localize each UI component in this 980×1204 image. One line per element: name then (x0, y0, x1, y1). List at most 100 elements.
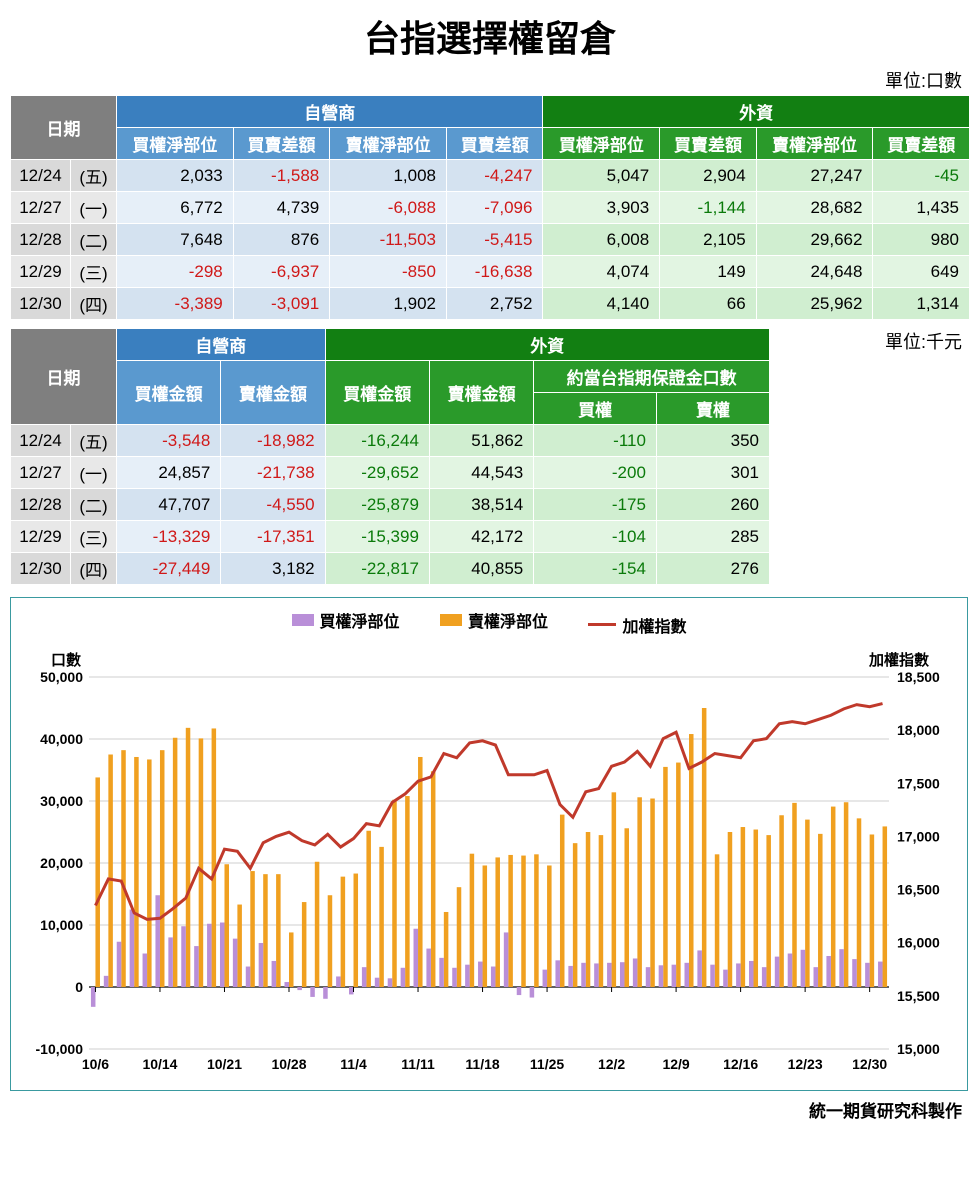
cell-date: 12/28 (11, 489, 71, 521)
svg-text:17,000: 17,000 (897, 828, 940, 844)
cell-day: (二) (71, 489, 117, 521)
cell-date: 12/24 (11, 425, 71, 457)
table-cell: -104 (534, 521, 657, 553)
table-cell: 276 (656, 553, 769, 585)
cell-day: (四) (71, 288, 117, 320)
table-cell: -298 (117, 256, 234, 288)
table-cell: -3,091 (233, 288, 329, 320)
table-cell: 3,182 (221, 553, 325, 585)
table-cell: 980 (873, 224, 970, 256)
table-row: 12/24 (五) 2,033-1,5881,008-4,247 5,0472,… (11, 160, 970, 192)
cell-date: 12/24 (11, 160, 71, 192)
table-cell: 149 (660, 256, 756, 288)
table-cell: -7,096 (446, 192, 542, 224)
table-cell: 25,962 (756, 288, 873, 320)
table-cell: -25,879 (325, 489, 429, 521)
svg-text:12/30: 12/30 (852, 1056, 887, 1072)
svg-text:15,000: 15,000 (897, 1041, 940, 1057)
cell-date: 12/30 (11, 288, 71, 320)
table-cell: -11,503 (330, 224, 447, 256)
table-cell: 4,140 (543, 288, 660, 320)
chart-container: 買權淨部位 賣權淨部位 加權指數 口數加權指數-10,000010,00020,… (10, 597, 968, 1091)
table-cell: 29,662 (756, 224, 873, 256)
th-dealer: 自營商 (117, 96, 543, 128)
table-cell: -175 (534, 489, 657, 521)
table-cell: -4,247 (446, 160, 542, 192)
th2-date: 日期 (11, 329, 117, 425)
table-cell: -13,329 (117, 521, 221, 553)
svg-text:11/11: 11/11 (401, 1056, 435, 1072)
table-cell: -1,144 (660, 192, 756, 224)
table-cell: -18,982 (221, 425, 325, 457)
table-cell: 3,903 (543, 192, 660, 224)
table-cell: 40,855 (429, 553, 533, 585)
table-cell: -3,389 (117, 288, 234, 320)
table-cell: 1,008 (330, 160, 447, 192)
table-cell: 44,543 (429, 457, 533, 489)
table-cell: 876 (233, 224, 329, 256)
chart-svg: 口數加權指數-10,000010,00020,00030,00040,00050… (19, 643, 959, 1083)
svg-text:加權指數: 加權指數 (868, 651, 929, 669)
table-cell: 260 (656, 489, 769, 521)
table-row: 12/30 (四) -27,4493,182 -22,81740,855-154… (11, 553, 770, 585)
svg-text:50,000: 50,000 (40, 669, 83, 685)
table-row: 12/27 (一) 24,857-21,738 -29,65244,543-20… (11, 457, 770, 489)
svg-text:11/25: 11/25 (530, 1056, 564, 1072)
svg-text:12/16: 12/16 (723, 1056, 758, 1072)
legend-item-put: 賣權淨部位 (440, 608, 548, 632)
th-d-callnet: 買權淨部位 (117, 128, 234, 160)
cell-date: 12/27 (11, 457, 71, 489)
legend-item-call: 買權淨部位 (292, 608, 400, 632)
cell-day: (一) (71, 192, 117, 224)
table-cell: 2,105 (660, 224, 756, 256)
table-cell: 28,682 (756, 192, 873, 224)
svg-text:10/14: 10/14 (142, 1056, 177, 1072)
th-d-putnet: 賣權淨部位 (330, 128, 447, 160)
table-cell: 66 (660, 288, 756, 320)
table-cell: -1,588 (233, 160, 329, 192)
svg-text:17,500: 17,500 (897, 775, 940, 791)
svg-text:15,500: 15,500 (897, 987, 940, 1003)
table-cell: 1,314 (873, 288, 970, 320)
cell-date: 12/27 (11, 192, 71, 224)
th2-f-call: 買權金額 (325, 361, 429, 425)
cell-day: (三) (71, 256, 117, 288)
table-cell: 4,739 (233, 192, 329, 224)
svg-text:0: 0 (75, 979, 83, 995)
th-foreign: 外資 (543, 96, 970, 128)
table-cell: -15,399 (325, 521, 429, 553)
table-cell: 6,772 (117, 192, 234, 224)
cell-day: (四) (71, 553, 117, 585)
legend-item-index: 加權指數 (588, 613, 686, 637)
table-cell: 24,648 (756, 256, 873, 288)
table-row: 12/28 (二) 7,648876-11,503-5,415 6,0082,1… (11, 224, 970, 256)
table-cell: 350 (656, 425, 769, 457)
th2-d-call: 買權金額 (117, 361, 221, 425)
cell-date: 12/29 (11, 256, 71, 288)
table-cell: -27,449 (117, 553, 221, 585)
th-d-diff1: 買賣差額 (233, 128, 329, 160)
th2-margin: 約當台指期保證金口數 (534, 361, 770, 393)
cell-date: 12/28 (11, 224, 71, 256)
footer-credit: 統一期貨研究科製作 (10, 1097, 962, 1122)
chart-legend: 買權淨部位 賣權淨部位 加權指數 (19, 608, 959, 637)
table-cell: 6,008 (543, 224, 660, 256)
table-cell: 47,707 (117, 489, 221, 521)
th-f-callnet: 買權淨部位 (543, 128, 660, 160)
svg-text:18,500: 18,500 (897, 669, 940, 685)
cell-date: 12/30 (11, 553, 71, 585)
table-cell: -110 (534, 425, 657, 457)
table-cell: -29,652 (325, 457, 429, 489)
table-row: 12/28 (二) 47,707-4,550 -25,87938,514-175… (11, 489, 770, 521)
svg-text:30,000: 30,000 (40, 793, 83, 809)
cell-day: (二) (71, 224, 117, 256)
table-cell: 1,435 (873, 192, 970, 224)
table-cell: 5,047 (543, 160, 660, 192)
table-row: 12/29 (三) -298-6,937-850-16,638 4,074149… (11, 256, 970, 288)
table-cell: 649 (873, 256, 970, 288)
cell-date: 12/29 (11, 521, 71, 553)
svg-text:12/23: 12/23 (788, 1056, 823, 1072)
table-row: 12/30 (四) -3,389-3,0911,9022,752 4,14066… (11, 288, 970, 320)
table-cell: -16,638 (446, 256, 542, 288)
svg-text:12/9: 12/9 (662, 1056, 689, 1072)
